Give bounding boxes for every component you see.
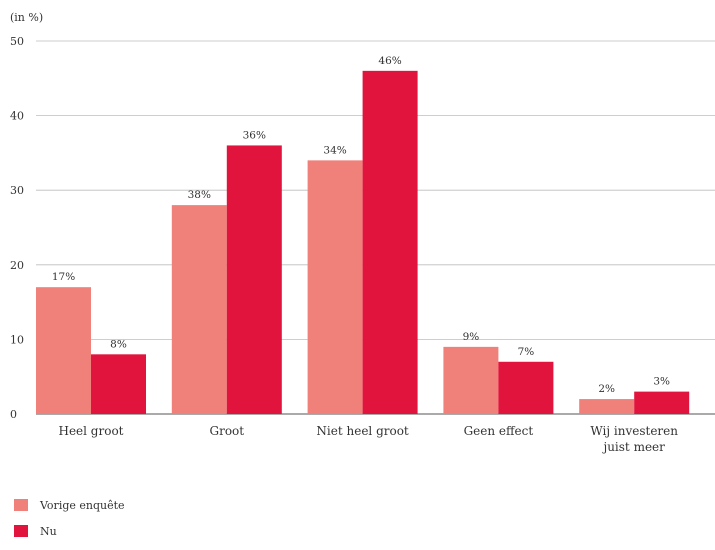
data-label-vorige-2: 34% [323,144,346,156]
bar-nu-3 [498,361,554,414]
data-label-nu-1: 36% [243,129,266,141]
bar-nu-0 [91,354,146,414]
data-labels: 17% 8% 38% 36% 34% 46% 9% 7% 2% 3% [52,55,670,395]
category-label-2: Niet heel groot [316,424,409,438]
legend-swatch-nu [14,525,28,537]
legend-item-vorige: Vorige enquête [14,498,125,512]
data-label-nu-3: 7% [518,346,535,358]
legend-item-nu: Nu [14,524,125,538]
y-tick-label-10: 10 [10,333,24,346]
bar-nu-2 [362,70,418,414]
bar-vorige-0 [36,287,91,414]
category-label-3: Geen effect [464,424,534,438]
data-label-vorige-3: 9% [463,331,480,343]
data-label-nu-4: 3% [653,376,670,388]
bar-vorige-3 [443,346,499,414]
category-label-1: Groot [210,424,245,438]
bar-vorige-1 [171,205,227,414]
y-unit-label: (in %) [10,11,43,24]
bar-nu-4 [634,391,690,414]
legend-swatch-vorige [14,499,28,511]
data-label-nu-0: 8% [110,338,127,350]
category-labels: Heel groot Groot Niet heel groot Geen effec… [58,424,678,454]
legend: Vorige enquête Nu [14,498,125,550]
y-tick-label-20: 20 [10,259,24,272]
y-tick-label-30: 30 [10,184,24,197]
category-label-0: Heel groot [58,424,123,438]
legend-label-vorige: Vorige enquête [40,498,125,512]
y-tick-label-40: 40 [10,110,24,123]
data-label-vorige-0: 17% [52,271,75,283]
bar-vorige-4 [579,399,635,414]
bars [36,70,690,414]
data-label-vorige-4: 2% [598,383,615,395]
y-axis-ticks: 0 10 20 30 40 50 [10,35,24,421]
y-tick-label-50: 50 [10,35,24,48]
data-label-vorige-1: 38% [188,189,211,201]
data-label-nu-2: 46% [378,55,401,67]
category-label-4-line-0: Wij investeren [590,424,678,438]
bar-vorige-2 [307,160,363,414]
y-tick-label-0: 0 [10,408,17,421]
legend-label-nu: Nu [40,524,57,538]
bar-nu-1 [226,145,282,414]
category-label-4-line-1: juist meer [601,440,665,454]
